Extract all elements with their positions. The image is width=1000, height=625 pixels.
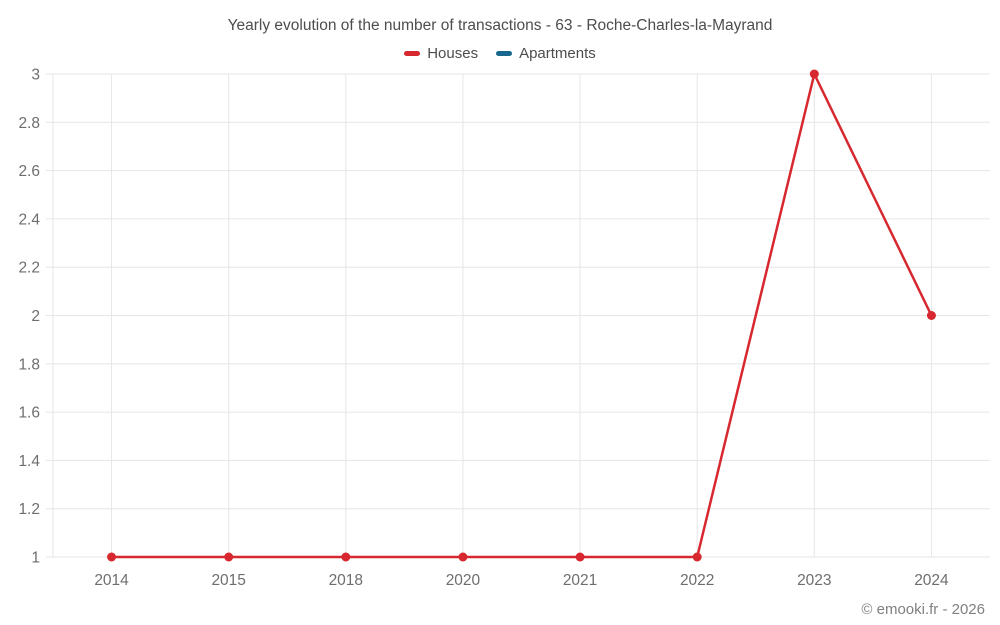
- legend-label: Houses: [427, 45, 479, 62]
- data-point-houses[interactable]: [809, 69, 819, 79]
- legend-item-houses[interactable]: Houses: [404, 45, 478, 62]
- x-axis-tick-label: 2018: [329, 572, 363, 589]
- y-axis-tick-label: 1: [31, 550, 40, 567]
- data-point-houses[interactable]: [575, 552, 585, 562]
- legend-marker-apartments: [496, 51, 513, 56]
- data-point-houses[interactable]: [341, 552, 351, 562]
- legend-item-apartments[interactable]: Apartments: [496, 45, 596, 62]
- y-axis-tick-label: 1.2: [18, 501, 40, 518]
- legend: Houses Apartments: [0, 45, 1000, 62]
- series-line-houses: [110, 72, 933, 559]
- x-axis-tick-label: 2015: [211, 572, 245, 589]
- y-axis-tick-label: 2.8: [18, 115, 40, 132]
- footer-credit: © emooki.fr - 2026: [861, 601, 985, 618]
- data-point-houses[interactable]: [458, 552, 468, 562]
- x-axis-tick-label: 2020: [446, 572, 481, 589]
- y-axis-tick-label: 2.2: [18, 260, 40, 277]
- y-axis-tick-label: 1.6: [18, 405, 40, 422]
- y-axis-tick-label: 2.6: [18, 163, 40, 180]
- y-axis-tick-label: 2: [31, 308, 40, 325]
- y-axis-tick-label: 2.4: [18, 211, 40, 228]
- y-axis-tick-label: 1.4: [18, 453, 40, 470]
- x-axis-tick-label: 2021: [563, 572, 597, 589]
- y-axis-tick-label: 1.8: [18, 356, 40, 373]
- legend-label: Apartments: [519, 45, 596, 62]
- chart-title: Yearly evolution of the number of transa…: [227, 17, 773, 34]
- data-point-houses[interactable]: [107, 552, 117, 562]
- x-axis-tick-label: 2024: [914, 572, 949, 589]
- x-axis-tick-label: 2022: [680, 572, 714, 589]
- y-axis-tick-label: 3: [31, 67, 40, 84]
- data-point-houses[interactable]: [692, 552, 702, 562]
- x-axis-tick-label: 2023: [797, 572, 831, 589]
- data-point-houses[interactable]: [224, 552, 234, 562]
- legend-marker-houses: [404, 51, 421, 56]
- x-axis-tick-label: 2014: [94, 572, 129, 589]
- data-point-houses[interactable]: [926, 311, 936, 320]
